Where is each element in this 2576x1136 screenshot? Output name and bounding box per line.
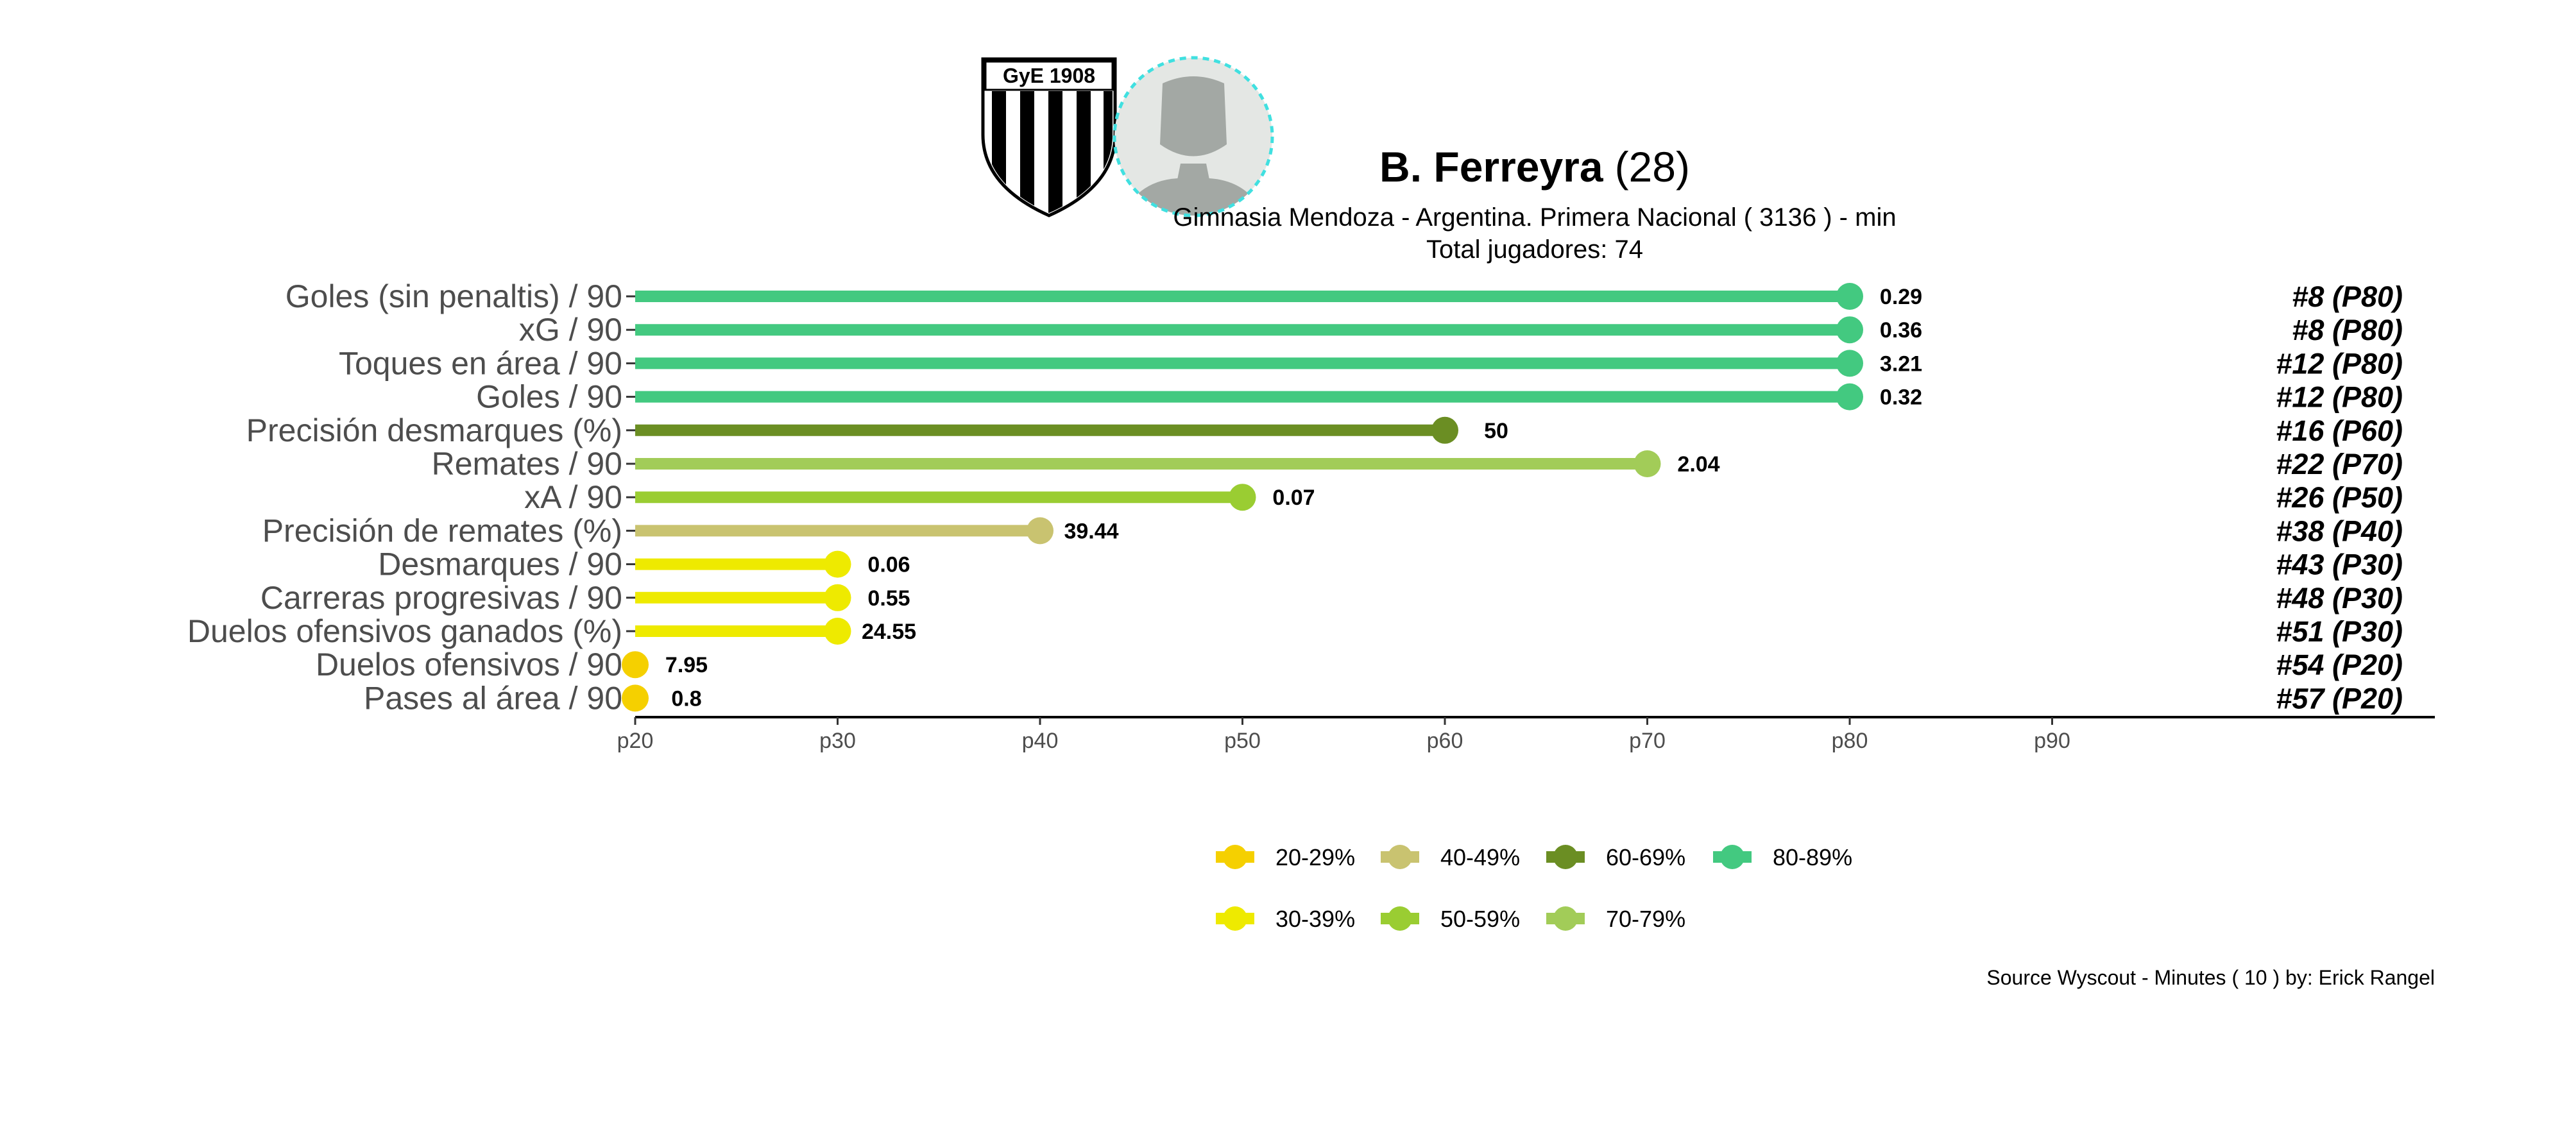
legend-swatch-dot <box>1223 906 1247 931</box>
x-tick-label: p40 <box>1022 729 1059 753</box>
category-label: Remates / 90 <box>432 446 622 482</box>
rank-label: #8 (P80) <box>2292 314 2403 346</box>
value-label: 0.29 <box>1880 285 1922 309</box>
rank-label: #22 (P70) <box>2276 448 2403 480</box>
player-name: B. Ferreyra <box>1379 143 1604 191</box>
legend-label: 80-89% <box>1773 844 1852 870</box>
total-players: Total jugadores: 74 <box>1426 235 1643 264</box>
legend-label: 30-39% <box>1275 906 1355 932</box>
category-label: Goles / 90 <box>476 379 622 415</box>
x-tick-label: p70 <box>1629 729 1666 753</box>
legend-swatch-dot <box>1553 845 1578 869</box>
club-crest-text: GyE 1908 <box>1003 64 1095 87</box>
value-label: 2.04 <box>1677 452 1719 477</box>
rank-label: #48 (P30) <box>2276 582 2403 615</box>
x-axis: p20 p30 p40 p50 p60 p70 p80 p90 <box>617 716 2435 753</box>
lollipop-dot <box>1836 383 1863 411</box>
source-caption: Source Wyscout - Minutes ( 10 ) by: Eric… <box>1986 966 2435 989</box>
legend-label: 20-29% <box>1275 844 1355 870</box>
rank-label: #8 (P80) <box>2292 280 2403 313</box>
legend-label: 60-69% <box>1606 844 1685 870</box>
lollipop-dot <box>824 618 851 645</box>
category-label: Desmarques / 90 <box>378 547 622 582</box>
club-crest-icon: GyE 1908 <box>981 57 1117 217</box>
value-label: 3.21 <box>1880 352 1922 376</box>
x-tick-label: p50 <box>1224 729 1261 753</box>
value-label: 39.44 <box>1064 519 1118 543</box>
legend-item: 80-89% <box>1713 844 1852 870</box>
lollipop-dot <box>622 651 649 679</box>
x-tick-label: p20 <box>617 729 654 753</box>
x-tick-label: p80 <box>1832 729 1868 753</box>
rank-label: #12 (P80) <box>2276 381 2403 414</box>
value-label: 0.55 <box>867 586 910 611</box>
value-label: 0.8 <box>671 686 701 711</box>
legend-swatch-dot <box>1388 906 1412 931</box>
category-label: Duelos ofensivos ganados (%) <box>187 613 622 649</box>
value-label: 0.32 <box>1880 386 1922 410</box>
rank-label: #57 (P20) <box>2276 682 2403 715</box>
plot-area: Goles (sin penaltis) / 90 0.29 #8 (P80) xG … <box>187 278 2403 716</box>
value-label: 24.55 <box>862 620 916 644</box>
rank-label: #43 (P30) <box>2276 548 2403 581</box>
legend-swatch-dot <box>1223 845 1247 869</box>
lollipop-dot <box>1027 517 1053 545</box>
category-label: Duelos ofensivos / 90 <box>316 647 622 682</box>
lollipop-dot <box>1431 416 1458 444</box>
legend-swatch-dot <box>1388 845 1412 869</box>
lollipop-dot <box>622 684 649 712</box>
value-label: 0.36 <box>1880 318 1922 343</box>
lollipop-dot <box>824 584 851 611</box>
category-label: Precisión desmarques (%) <box>246 412 622 448</box>
lollipop-dot <box>1836 283 1863 310</box>
lollipop-dot <box>1633 450 1661 477</box>
rank-label: #12 (P80) <box>2276 347 2403 380</box>
player-avatar-icon <box>1113 56 1274 217</box>
legend-item: 20-29% <box>1216 844 1355 870</box>
category-label: xA / 90 <box>524 479 622 515</box>
legend-label: 50-59% <box>1440 906 1520 932</box>
category-label: xG / 90 <box>519 312 622 348</box>
rank-label: #51 (P30) <box>2276 615 2403 648</box>
x-tick-label: p60 <box>1427 729 1463 753</box>
legend-item: 40-49% <box>1381 844 1520 870</box>
category-label: Precisión de remates (%) <box>262 513 622 548</box>
rank-label: #26 (P50) <box>2276 481 2403 514</box>
category-label: Pases al área / 90 <box>364 680 622 716</box>
player-age: (28) <box>1615 143 1690 191</box>
category-label: Goles (sin penaltis) / 90 <box>286 278 622 314</box>
legend-item: 30-39% <box>1216 906 1355 932</box>
value-label: 0.07 <box>1272 486 1315 510</box>
value-label: 7.95 <box>665 653 708 677</box>
chart-title: B. Ferreyra (28) <box>1379 143 1690 191</box>
lollipop-dot <box>1836 350 1863 377</box>
legend: 20-29% 40-49% 60-69% 80-89% 30-39% 50-59% 70-7… <box>1216 844 1852 932</box>
value-label: 50 <box>1484 419 1508 443</box>
lollipop-dot <box>1836 316 1863 344</box>
legend-item: 70-79% <box>1546 906 1685 932</box>
legend-item: 50-59% <box>1381 906 1520 932</box>
category-label: Toques en área / 90 <box>339 345 622 381</box>
lollipop-dot <box>1229 484 1256 511</box>
value-label: 0.06 <box>867 553 910 577</box>
chart-subtitle: Gimnasia Mendoza - Argentina. Primera Na… <box>1173 203 1896 232</box>
legend-swatch-dot <box>1553 906 1578 931</box>
category-label: Carreras progresivas / 90 <box>260 580 622 616</box>
lollipop-dot <box>824 550 851 578</box>
x-tick-label: p90 <box>2034 729 2070 753</box>
rank-label: #54 (P20) <box>2276 649 2403 681</box>
legend-label: 40-49% <box>1440 844 1520 870</box>
legend-swatch-dot <box>1720 845 1744 869</box>
rank-label: #16 (P60) <box>2276 414 2403 447</box>
legend-label: 70-79% <box>1606 906 1685 932</box>
rank-label: #38 (P40) <box>2276 514 2403 547</box>
legend-item: 60-69% <box>1546 844 1685 870</box>
x-tick-label: p30 <box>819 729 856 753</box>
